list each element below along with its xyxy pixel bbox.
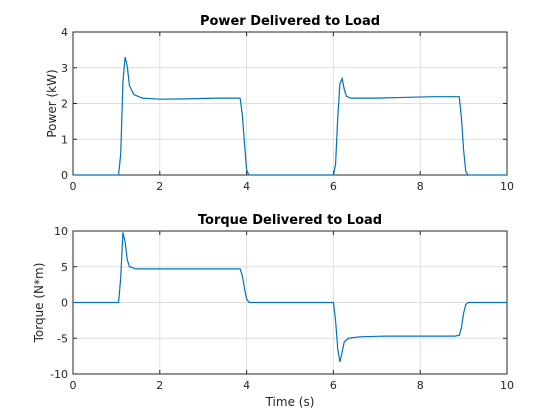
torque-series <box>73 232 507 362</box>
power-y-tick-label: 1 <box>61 133 68 146</box>
torque-x-tick-label: 10 <box>500 379 514 392</box>
power-x-tick-label: 0 <box>70 180 77 193</box>
torque-x-tick-label: 8 <box>417 379 424 392</box>
power-series-line <box>73 56 507 176</box>
torque-y-tick-label: -5 <box>57 332 68 345</box>
power-x-tick-label: 10 <box>500 180 514 193</box>
power-y-ticks: 0 1 2 3 4 <box>61 26 507 182</box>
torque-y-tick-label: 5 <box>61 261 68 274</box>
torque-x-tick-label: 2 <box>156 379 163 392</box>
torque-panel: Torque Delivered to Load 0 2 4 6 8 10 -10 -5 0 5… <box>32 213 514 409</box>
torque-x-tick-label: 6 <box>330 379 337 392</box>
torque-y-tick-label: 10 <box>54 225 68 238</box>
power-x-tick-label: 4 <box>243 180 250 193</box>
power-x-tick-label: 2 <box>156 180 163 193</box>
torque-y-tick-label: -10 <box>50 368 68 381</box>
torque-series-line <box>73 232 507 362</box>
power-x-ticks: 0 2 4 6 8 10 <box>70 32 514 193</box>
torque-x-ticks: 0 2 4 6 8 10 <box>70 231 514 392</box>
power-y-tick-label: 3 <box>61 62 68 75</box>
torque-x-tick-label: 4 <box>243 379 250 392</box>
torque-y-tick-label: 0 <box>61 297 68 310</box>
power-grid <box>73 32 507 175</box>
power-chart-title: Power Delivered to Load <box>200 14 380 29</box>
torque-x-tick-label: 0 <box>70 379 77 392</box>
power-x-tick-label: 6 <box>330 180 337 193</box>
power-series <box>73 56 507 176</box>
time-x-axis-label: Time (s) <box>265 395 315 409</box>
power-y-axis-label: Power (kW) <box>45 69 59 137</box>
power-panel: Power Delivered to Load 0 2 4 6 8 10 0 1 2 3 4 Po… <box>45 14 514 193</box>
torque-y-ticks: -10 -5 0 5 10 <box>50 225 507 381</box>
power-y-tick-label: 4 <box>61 26 68 39</box>
power-x-tick-label: 8 <box>417 180 424 193</box>
torque-y-axis-label: Torque (N*m) <box>32 263 46 344</box>
torque-chart-title: Torque Delivered to Load <box>198 213 382 228</box>
power-y-tick-label: 2 <box>61 98 68 111</box>
power-y-tick-label: 0 <box>61 169 68 182</box>
